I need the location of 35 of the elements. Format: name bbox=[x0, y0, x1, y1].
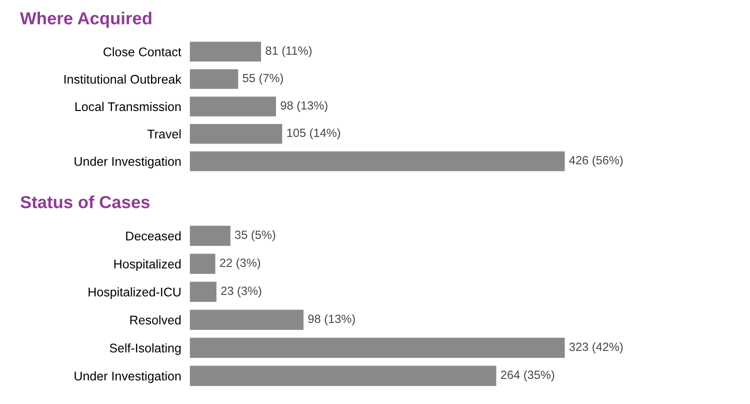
y-tick-label: Hospitalized bbox=[114, 259, 181, 271]
y-tick-label: Close Contact bbox=[104, 47, 182, 56]
data-label: 98 (13%) bbox=[308, 314, 355, 326]
bar bbox=[190, 69, 238, 89]
data-label: 105 (14%) bbox=[287, 128, 340, 140]
y-tick-label: Under Investigation bbox=[74, 371, 181, 383]
bar bbox=[190, 282, 216, 302]
y-tick-label: Local Transmission bbox=[75, 102, 181, 112]
data-label: 35 (5%) bbox=[235, 230, 276, 242]
bar bbox=[190, 151, 565, 172]
y-tick-label: Travel bbox=[147, 129, 181, 138]
bar bbox=[190, 310, 304, 330]
y-tick-label: Resolved bbox=[130, 315, 181, 324]
bar bbox=[190, 226, 230, 246]
data-label: 22 (3%) bbox=[220, 258, 260, 270]
bar bbox=[190, 42, 262, 62]
chart-title: Status of Cases bbox=[20, 196, 150, 208]
y-tick-label: Self-Isolating bbox=[110, 343, 181, 355]
bar bbox=[190, 338, 565, 358]
data-label: 323 (42%) bbox=[569, 342, 623, 354]
chart-title: Where Acquired bbox=[20, 12, 152, 28]
data-label: 81 (11%) bbox=[266, 46, 312, 58]
bar bbox=[190, 124, 282, 144]
bar bbox=[190, 254, 216, 274]
bar bbox=[190, 366, 496, 386]
y-tick-label: Deceased bbox=[126, 231, 181, 240]
y-tick-label: Under Investigation bbox=[74, 156, 181, 168]
data-label: 98 (13%) bbox=[280, 100, 328, 112]
data-label: 23 (3%) bbox=[221, 286, 262, 298]
data-label: 426 (56%) bbox=[569, 156, 623, 167]
y-tick-label: Institutional Outbreak bbox=[64, 74, 182, 84]
data-label: 55 (7%) bbox=[242, 74, 283, 85]
y-tick-label: Hospitalized-ICU bbox=[88, 287, 180, 299]
bar bbox=[190, 96, 276, 116]
data-label: 264 (35%) bbox=[501, 370, 554, 382]
